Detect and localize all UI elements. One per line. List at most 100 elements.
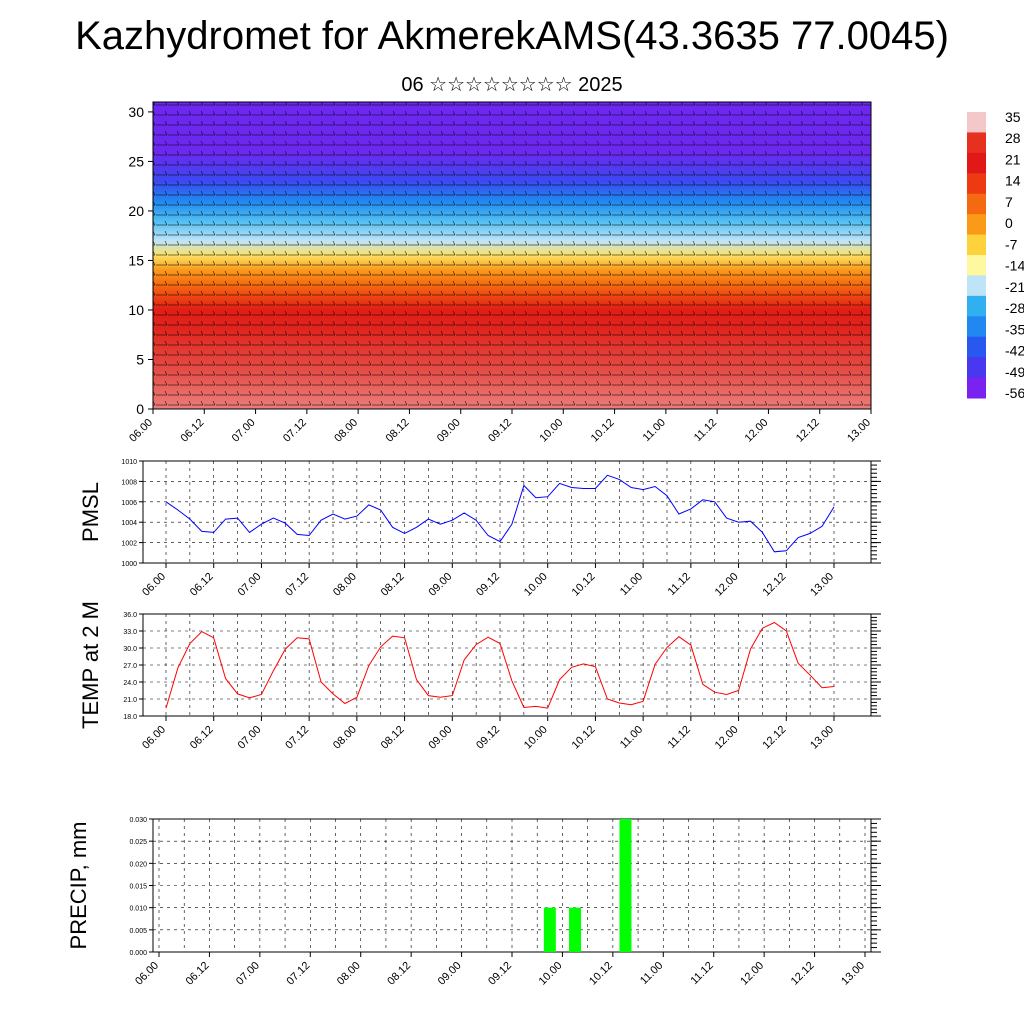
x-tick-label: 08.00 <box>332 417 360 445</box>
x-tick-label: 09.00 <box>436 960 464 988</box>
colorbar-segment <box>967 275 986 297</box>
x-tick-label: 07.00 <box>234 960 262 988</box>
x-tick-label: 12.12 <box>789 960 817 988</box>
x-tick-label: 06.12 <box>188 571 216 599</box>
colorbar-label: 21 <box>1005 151 1021 167</box>
precip-bar <box>619 819 632 952</box>
y-tick-label: 27.0 <box>123 663 137 670</box>
colorbar-segment <box>967 336 986 358</box>
precip-panel: 0.000 0.005 0.010 0.015 0.020 0.025 0.030 06.00… <box>66 817 881 988</box>
colorbar-segment <box>967 173 986 195</box>
x-tick-label: 08.00 <box>335 960 363 988</box>
x-tick-label: 08.12 <box>379 571 407 599</box>
colorbar-segment <box>967 295 986 317</box>
temp-series-line <box>165 621 835 709</box>
x-tick-label: 08.12 <box>385 960 413 988</box>
x-tick-label: 09.12 <box>474 571 502 599</box>
y-tick-label: 0.010 <box>129 906 147 913</box>
x-tick-label: 08.00 <box>331 571 359 599</box>
x-tick-label: 07.12 <box>283 571 311 599</box>
colorbar-segment <box>967 152 986 174</box>
y-tick-label: 21.0 <box>123 697 137 704</box>
colorbar-label: -14 <box>1005 258 1024 274</box>
temperature-cross-section-panel: 0 5 10 15 20 25 30 06.00 06.12 07.00 07.12 08.00 08.… <box>127 101 873 445</box>
x-tick-label: 11.12 <box>666 571 693 598</box>
x-tick-label: 09.00 <box>426 724 454 752</box>
y-tick-label: 0.025 <box>129 839 147 846</box>
colorbar-label: 7 <box>1005 194 1013 210</box>
y-axis-title: TEMP at 2 M <box>78 601 103 729</box>
y-tick-label: 1008 <box>121 479 137 486</box>
x-tick-label: 06.00 <box>140 571 168 599</box>
y-tick-label: 0.030 <box>129 817 147 824</box>
colorbar-label: 35 <box>1005 109 1021 125</box>
x-tick-label: 09.00 <box>426 571 454 599</box>
x-tick-label: 06.12 <box>188 724 216 752</box>
precip-bar <box>543 907 556 952</box>
x-tick-label: 08.00 <box>331 724 359 752</box>
y-tick-label: 20 <box>128 203 144 219</box>
x-tick-label: 12.00 <box>713 571 741 599</box>
chart-subtitle: 06 ☆☆☆☆☆☆☆☆ 2025 <box>401 74 623 96</box>
y-tick-label: 36.0 <box>123 612 137 619</box>
y-tick-label: 33.0 <box>123 629 137 636</box>
colorbar-label: -7 <box>1005 236 1018 252</box>
precip-bar <box>569 907 582 952</box>
x-tick-label: 12.00 <box>743 417 771 445</box>
colorbar-segment <box>967 316 986 338</box>
x-tick-label: 06.12 <box>184 960 212 988</box>
wind-barbs-overlay <box>153 102 871 409</box>
x-tick-label: 11.00 <box>641 417 668 444</box>
colorbar-label: 28 <box>1005 130 1021 146</box>
x-tick-label: 12.00 <box>713 724 741 752</box>
x-tick-label: 07.12 <box>284 960 312 988</box>
x-tick-label: 10.12 <box>570 724 598 752</box>
colorbar-label: -49 <box>1005 364 1024 380</box>
x-tick-label: 07.00 <box>230 417 258 445</box>
colorbar-label: -21 <box>1005 279 1024 295</box>
y-tick-label: 24.0 <box>123 680 137 687</box>
colorbar: 35 28 21 14 7 0 -7 -14 -21 -28 -35 -42 -49 -56 <box>967 109 1024 401</box>
x-tick-label: 07.12 <box>281 417 309 445</box>
colorbar-segment <box>967 193 986 215</box>
x-tick-label: 06.12 <box>178 417 206 445</box>
x-tick-label: 06.00 <box>140 724 168 752</box>
colorbar-label: -28 <box>1005 300 1024 316</box>
x-tick-label: 11.12 <box>688 960 715 987</box>
x-tick-label: 09.00 <box>435 417 463 445</box>
x-tick-label: 09.12 <box>474 724 502 752</box>
x-tick-label: 11.00 <box>638 960 665 987</box>
x-tick-label: 07.12 <box>283 724 311 752</box>
colorbar-segment <box>967 132 986 154</box>
colorbar-label: 14 <box>1005 173 1021 189</box>
y-tick-label: 30.0 <box>123 646 137 653</box>
pmsl-series-line <box>165 474 835 553</box>
x-tick-label: 10.12 <box>589 417 617 445</box>
x-tick-label: 12.12 <box>760 571 788 599</box>
y-tick-label: 0.015 <box>129 884 147 891</box>
x-tick-label: 09.12 <box>486 960 514 988</box>
x-tick-label: 09.12 <box>486 417 514 445</box>
x-tick-label: 12.12 <box>760 724 788 752</box>
colorbar-label: -56 <box>1005 385 1024 401</box>
y-tick-label: 15 <box>128 252 144 268</box>
y-tick-label: 1004 <box>121 520 137 527</box>
y-tick-label: 0.005 <box>129 928 147 935</box>
colorbar-segment <box>967 377 986 399</box>
panel-frame <box>142 460 872 564</box>
colorbar-segment <box>967 112 986 133</box>
x-tick-label: 06.00 <box>133 960 161 988</box>
x-tick-label: 06.00 <box>127 417 155 445</box>
x-tick-label: 10.00 <box>537 960 565 988</box>
pmsl-panel: 1000 1002 1004 1006 1008 1010 06.00 06.12 07.00 0… <box>78 459 881 599</box>
y-tick-label: 5 <box>136 351 144 367</box>
y-tick-label: 30 <box>128 104 144 120</box>
x-tick-label: 10.12 <box>587 960 615 988</box>
temp-2m-panel: 18.0 21.0 24.0 27.0 30.0 33.0 36.0 06.00 06.12 07… <box>78 601 881 752</box>
colorbar-label: -42 <box>1005 343 1024 359</box>
x-tick-label: 11.12 <box>692 417 719 444</box>
y-axis-title: PRECIP, mm <box>66 822 91 950</box>
x-tick-label: 11.00 <box>618 571 645 598</box>
x-tick-label: 07.00 <box>236 724 264 752</box>
x-tick-label: 08.12 <box>379 724 407 752</box>
